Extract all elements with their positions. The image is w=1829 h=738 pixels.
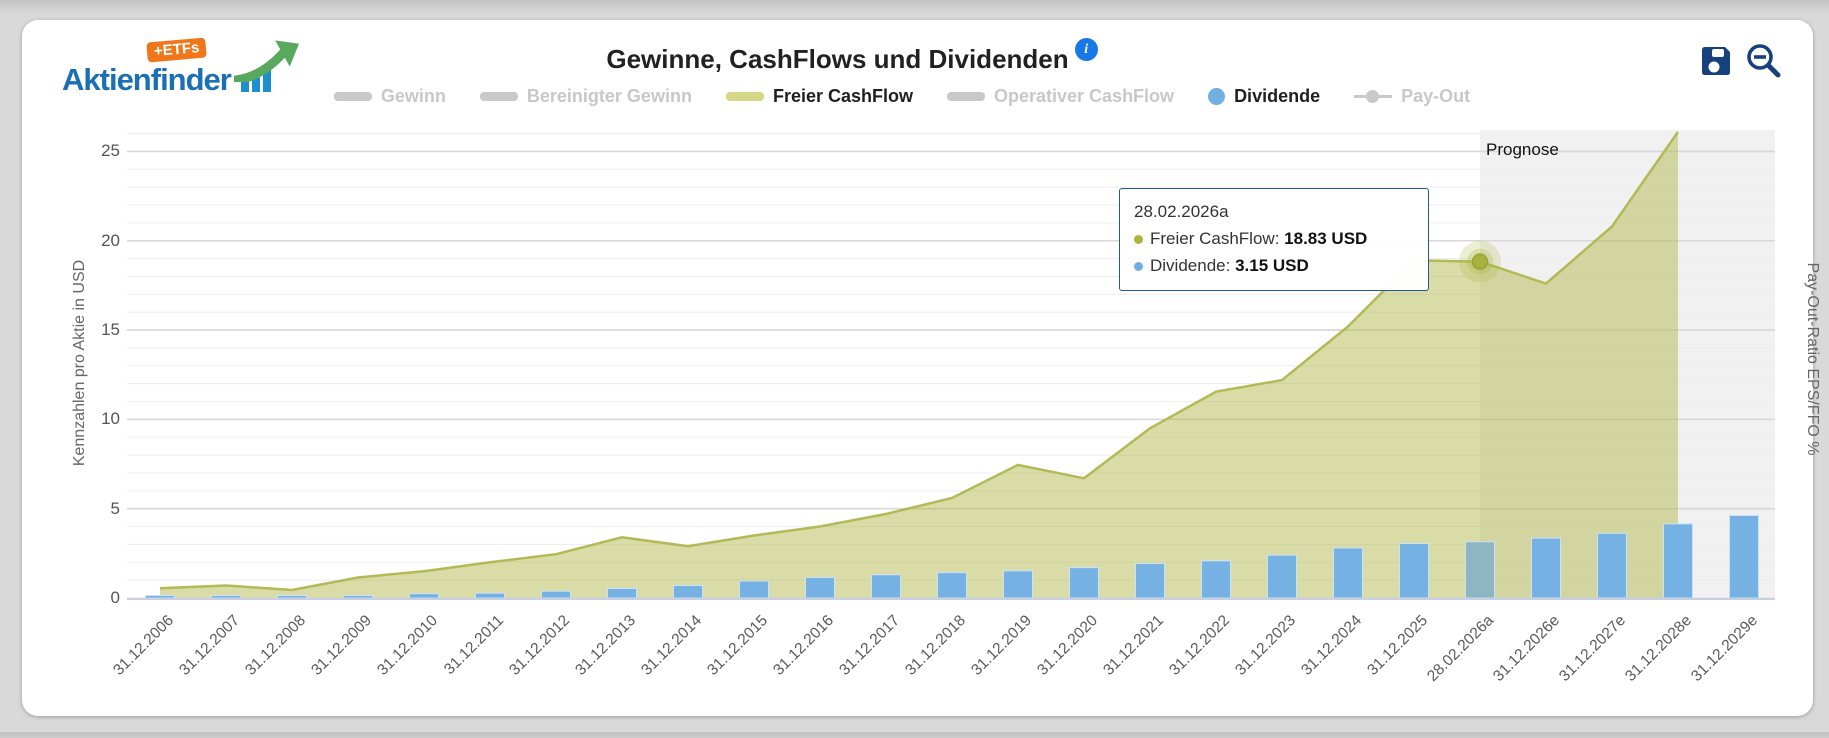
dividende-bar[interactable] (1201, 560, 1231, 599)
legend-item-pay-out[interactable]: Pay-Out (1354, 86, 1470, 107)
dividende-bar[interactable] (1597, 532, 1627, 599)
x-tick-label: 31.12.2006 (110, 612, 178, 679)
x-tick-label: 31.12.2017 (836, 612, 904, 679)
tooltip-row-dividende: Dividende: 3.15 USD (1134, 254, 1414, 278)
x-tick-label: 31.12.2015 (704, 612, 772, 679)
x-tick-label: 31.12.2028e (1622, 612, 1696, 685)
logo-text: Aktienfinder (62, 62, 232, 97)
info-icon[interactable]: i (1074, 38, 1098, 61)
dividende-bar[interactable] (145, 595, 175, 599)
dividende-bar[interactable] (1135, 563, 1165, 599)
legend-label: Freier CashFlow (772, 86, 913, 106)
legend-label: Bereinigter Gewinn (526, 86, 692, 106)
x-tick-label: 31.12.2014 (638, 612, 706, 679)
legend-item-bereinigter-gewinn[interactable]: Bereinigter Gewinn (479, 86, 692, 107)
y-tick-label: 5 (110, 498, 120, 518)
legend-swatch-icon (1208, 88, 1226, 105)
legend-label: Dividende (1234, 86, 1321, 106)
chart-card: Aktienfinder +ETFs Gewinne, CashFlows un… (22, 20, 1821, 716)
y-tick-label: 0 (110, 588, 120, 607)
legend-item-gewinn[interactable]: Gewinn (333, 86, 446, 107)
freier-cashflow-dot-icon (1134, 234, 1143, 244)
dividende-bar[interactable] (277, 595, 307, 599)
chart-legend: Gewinn Bereinigter Gewinn Freier CashFlow O… (82, 86, 1722, 107)
x-tick-label: 31.12.2021 (1100, 612, 1168, 679)
dividende-bar[interactable] (805, 576, 835, 599)
dividende-bar[interactable] (1267, 554, 1297, 599)
legend-swatch-icon (947, 92, 985, 101)
legend-swatch-icon (479, 92, 518, 101)
y-tick-label: 10 (101, 409, 120, 429)
y-tick-label: 20 (101, 230, 120, 250)
x-tick-label: 31.12.2008 (242, 612, 310, 679)
dividende-bar[interactable] (1399, 543, 1429, 599)
legend-swatch-icon (333, 92, 372, 101)
zoom-out-icon[interactable] (1745, 42, 1783, 80)
legend-label: Pay-Out (1401, 86, 1471, 106)
legend-swatch-icon (725, 92, 764, 101)
dividende-bar[interactable] (1465, 541, 1495, 599)
x-tick-label: 31.12.2024 (1298, 612, 1366, 679)
logo-bars-icon (241, 66, 271, 92)
x-tick-label: 28.02.2026a (1424, 612, 1498, 685)
dividende-bar[interactable] (409, 593, 439, 599)
x-tick-label: 31.12.2019 (968, 612, 1036, 679)
y-axis-title-left: Kennzahlen pro Aktie in USD (71, 259, 88, 467)
freier-cashflow-area[interactable] (160, 131, 1678, 599)
prognose-label: Prognose (1486, 140, 1559, 159)
dividende-bar[interactable] (1003, 570, 1033, 599)
x-tick-label: 31.12.2023 (1232, 612, 1300, 679)
dividende-dot-icon (1134, 261, 1143, 271)
x-tick-label: 31.12.2010 (374, 612, 442, 679)
dividende-bar[interactable] (1333, 547, 1363, 599)
logo-arrow-icon (234, 40, 299, 82)
y-axis-title-right: Pay-Out-Ratio EPS/FFO % (1804, 262, 1821, 456)
dividende-bar[interactable] (211, 595, 241, 599)
dividende-bar[interactable] (1663, 523, 1693, 599)
dividende-bar[interactable] (1531, 537, 1561, 599)
legend-swatch-icon (1354, 88, 1393, 105)
dividende-bar[interactable] (541, 590, 571, 599)
legend-item-operativer-cashflow[interactable]: Operativer CashFlow (947, 86, 1174, 107)
dividende-bar[interactable] (1069, 567, 1099, 599)
legend-label: Operativer CashFlow (994, 86, 1175, 106)
tooltip-row-freier-cashflow: Freier CashFlow: 18.83 USD (1134, 227, 1414, 251)
dividende-bar[interactable] (343, 595, 373, 599)
x-tick-label: 31.12.2011 (440, 612, 508, 679)
dividende-bar[interactable] (739, 580, 769, 599)
dividende-bar[interactable] (475, 592, 505, 599)
x-tick-label: 31.12.2026e (1490, 612, 1564, 685)
x-tick-label: 31.12.2018 (902, 612, 970, 679)
aktienfinder-logo[interactable]: Aktienfinder +ETFs (62, 37, 299, 97)
dividende-bar[interactable] (1729, 514, 1759, 599)
dividende-bar[interactable] (607, 588, 637, 599)
tooltip-date: 28.02.2026a (1134, 202, 1229, 221)
chart-plot-area[interactable] (127, 130, 1775, 601)
y-tick-label: 15 (101, 320, 120, 340)
legend-item-dividende[interactable]: Dividende (1208, 86, 1320, 107)
chart-tooltip: 28.02.2026a Freier CashFlow: 18.83 USD D… (1119, 188, 1429, 292)
legend-label: Gewinn (380, 86, 446, 106)
highlight-marker[interactable] (1471, 253, 1489, 270)
x-tick-label: 31.12.2027e (1556, 612, 1630, 685)
legend-item-freier-cashflow[interactable]: Freier CashFlow (725, 86, 913, 107)
x-tick-label: 31.12.2020 (1034, 612, 1102, 679)
save-icon[interactable] (1699, 44, 1733, 78)
y-tick-label: 25 (101, 141, 120, 161)
dividende-bar[interactable] (871, 574, 901, 599)
x-tick-label: 31.12.2013 (572, 612, 640, 679)
dividende-bar[interactable] (937, 572, 967, 599)
x-tick-label: 31.12.2016 (770, 612, 838, 679)
x-tick-label: 31.12.2025 (1364, 612, 1432, 679)
page-title: Gewinne, CashFlows und Dividenden (606, 44, 1069, 74)
x-tick-label: 31.12.2012 (506, 612, 574, 679)
x-tick-label: 31.12.2007 (176, 612, 244, 679)
x-tick-label: 31.12.2029e (1688, 612, 1762, 685)
x-tick-label: 31.12.2022 (1166, 612, 1234, 679)
dividende-bar[interactable] (673, 584, 703, 599)
etfs-badge: +ETFs (146, 37, 208, 63)
x-tick-label: 31.12.2009 (308, 612, 376, 679)
